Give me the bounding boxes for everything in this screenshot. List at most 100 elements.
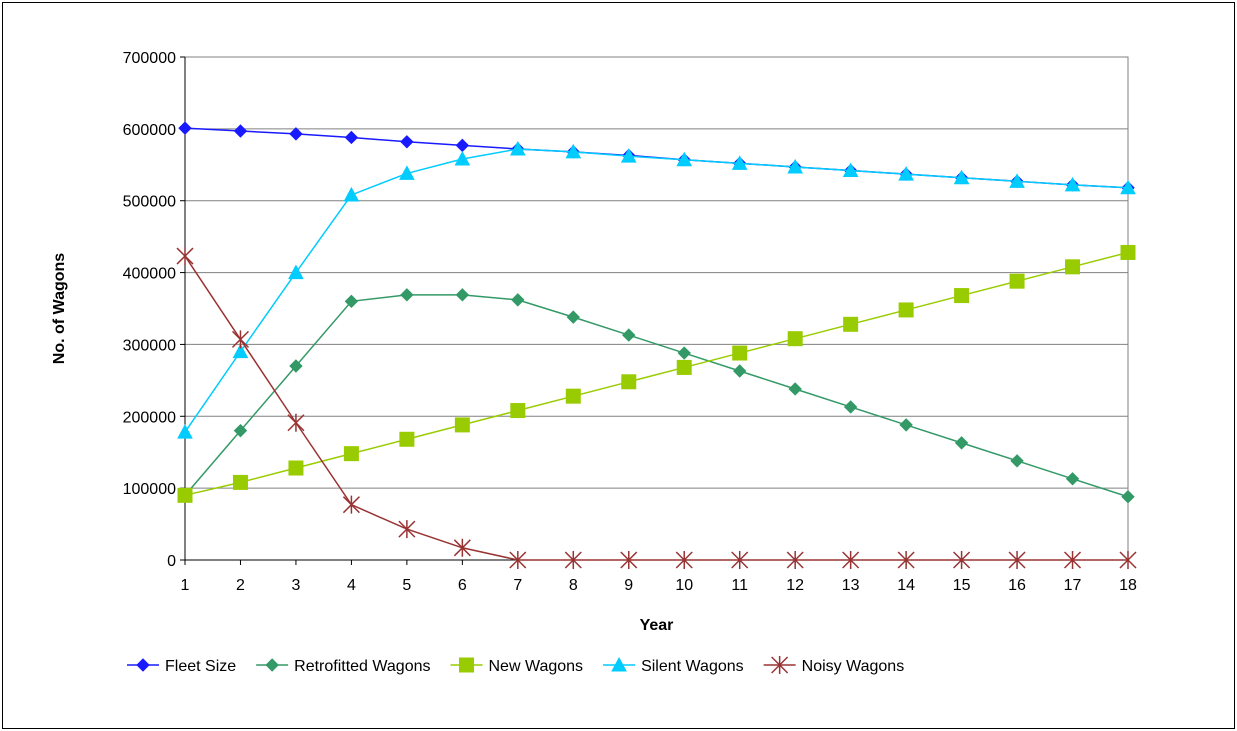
legend-item: New Wagons	[450, 657, 584, 675]
legend-item: Retrofitted Wagons	[256, 658, 431, 675]
data-point	[566, 310, 581, 324]
data-point	[1065, 259, 1081, 275]
x-tick-label: 3	[291, 577, 300, 594]
data-point	[400, 288, 414, 302]
data-point	[788, 382, 802, 396]
legend-label: Silent Wagons	[641, 658, 744, 675]
data-point	[954, 436, 969, 450]
data-point	[843, 400, 858, 414]
data-point	[732, 364, 747, 378]
data-point	[1119, 551, 1137, 569]
series-line	[184, 294, 1129, 498]
legend-label: New Wagons	[489, 658, 584, 675]
data-point	[621, 374, 637, 390]
data-point	[178, 121, 192, 135]
legend-marker	[265, 658, 279, 672]
data-point	[176, 247, 194, 266]
data-point	[454, 150, 471, 166]
data-point	[455, 138, 470, 153]
x-axis-title: Year	[640, 617, 674, 634]
data-point	[509, 551, 527, 569]
data-point	[676, 359, 692, 375]
axes: 0 100000 200000 300000 400000 500000 600000 700…	[123, 50, 1137, 594]
data-point	[1010, 454, 1024, 468]
data-point	[622, 328, 636, 342]
data-point	[454, 417, 470, 433]
data-point	[177, 424, 193, 439]
data-point	[287, 413, 305, 432]
data-point	[787, 158, 804, 174]
x-tick-label: 10	[675, 577, 693, 594]
legend-marker	[611, 656, 627, 672]
data-point	[398, 520, 416, 539]
y-tick-label: 100000	[123, 481, 176, 498]
x-tick-label: 16	[1008, 577, 1026, 594]
data-point	[899, 418, 913, 432]
series-new-wagons	[177, 244, 1136, 503]
legend-marker	[459, 657, 474, 673]
legend-marker	[771, 656, 789, 674]
data-point	[1065, 472, 1080, 486]
legend-item: Noisy Wagons	[763, 656, 905, 675]
series-retrofitted-wagons	[178, 288, 1135, 504]
data-point	[232, 343, 249, 359]
data-point	[288, 460, 304, 476]
data-point	[1064, 176, 1081, 192]
data-point	[399, 431, 415, 447]
x-tick-label: 11	[731, 577, 748, 594]
data-point	[231, 330, 250, 349]
y-axis-title: No. of Wagons	[51, 253, 68, 364]
data-point	[233, 124, 248, 138]
x-tick-label: 15	[953, 577, 971, 594]
x-tick-label: 17	[1064, 577, 1082, 594]
data-point	[1121, 490, 1135, 504]
legend: Fleet Size Retrofitted Wagons New Wagons Si…	[127, 656, 904, 675]
x-tick-label: 6	[458, 577, 467, 594]
y-tick-label: 700000	[123, 50, 176, 67]
data-point	[509, 140, 526, 156]
series-line	[184, 255, 1128, 561]
legend-label: Noisy Wagons	[802, 658, 905, 675]
data-point	[842, 162, 859, 178]
x-tick-label: 7	[513, 577, 522, 594]
data-point	[1009, 173, 1025, 188]
data-point	[1120, 244, 1136, 260]
x-tick-label: 2	[236, 577, 245, 594]
data-point	[953, 169, 970, 185]
x-tick-label: 14	[897, 577, 915, 594]
x-tick-label: 5	[402, 577, 411, 594]
data-point	[620, 551, 638, 569]
legend-item: Silent Wagons	[603, 656, 744, 675]
series-line	[184, 148, 1129, 433]
x-tick-label: 18	[1119, 577, 1137, 594]
data-point	[675, 551, 693, 569]
legend-marker	[136, 658, 150, 672]
data-point	[731, 551, 749, 569]
x-tick-label: 9	[624, 577, 633, 594]
data-point	[177, 487, 193, 503]
data-point	[842, 551, 860, 569]
y-tick-label: 400000	[123, 266, 176, 283]
data-point	[232, 474, 248, 490]
y-tick-label: 300000	[123, 337, 176, 354]
data-point	[786, 551, 804, 569]
data-point	[676, 151, 693, 167]
data-point	[677, 346, 691, 360]
data-point	[342, 495, 360, 514]
gridlines	[185, 56, 1128, 489]
data-point	[620, 148, 637, 163]
data-point	[787, 331, 803, 347]
y-tick-label: 600000	[123, 122, 176, 139]
data-point	[898, 302, 914, 318]
data-point	[953, 551, 971, 569]
x-tick-label: 13	[842, 577, 860, 594]
data-point	[455, 288, 470, 302]
series-silent-wagons	[177, 140, 1136, 439]
data-point	[288, 264, 304, 280]
y-tick-label: 200000	[123, 409, 176, 426]
legend-label: Retrofitted Wagons	[294, 658, 430, 675]
data-point	[897, 551, 915, 569]
data-point	[1063, 551, 1082, 569]
